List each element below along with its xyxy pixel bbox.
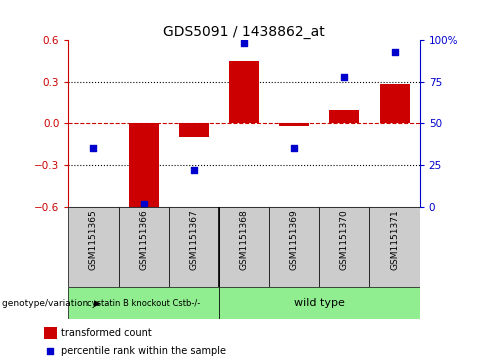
Bar xyxy=(128,123,159,207)
Bar xyxy=(179,123,209,137)
Text: GSM1151369: GSM1151369 xyxy=(290,209,299,270)
Bar xyxy=(68,287,219,319)
Bar xyxy=(119,207,169,287)
Bar xyxy=(169,207,219,287)
Point xyxy=(290,146,298,151)
Point xyxy=(341,74,348,79)
Bar xyxy=(329,110,360,123)
Title: GDS5091 / 1438862_at: GDS5091 / 1438862_at xyxy=(163,25,325,39)
Bar xyxy=(229,61,259,123)
Bar xyxy=(44,327,57,339)
Text: GSM1151365: GSM1151365 xyxy=(89,209,98,270)
Point xyxy=(140,201,147,207)
Point xyxy=(240,40,248,46)
Bar xyxy=(219,287,420,319)
Point xyxy=(46,348,54,354)
Bar xyxy=(380,85,409,123)
Bar xyxy=(279,123,309,126)
Text: GSM1151371: GSM1151371 xyxy=(390,209,399,270)
Point xyxy=(391,49,399,54)
Text: GSM1151366: GSM1151366 xyxy=(139,209,148,270)
Point xyxy=(89,146,97,151)
Bar xyxy=(319,207,369,287)
Text: wild type: wild type xyxy=(294,298,345,308)
Text: percentile rank within the sample: percentile rank within the sample xyxy=(61,346,226,356)
Text: GSM1151368: GSM1151368 xyxy=(240,209,248,270)
Bar xyxy=(68,207,119,287)
Point xyxy=(190,167,198,173)
Bar xyxy=(269,207,319,287)
Bar xyxy=(219,207,269,287)
Text: GSM1151367: GSM1151367 xyxy=(189,209,198,270)
Bar xyxy=(369,207,420,287)
Text: genotype/variation  ▶: genotype/variation ▶ xyxy=(2,299,102,307)
Text: cystatin B knockout Cstb-/-: cystatin B knockout Cstb-/- xyxy=(87,299,200,307)
Text: transformed count: transformed count xyxy=(61,328,152,338)
Text: GSM1151370: GSM1151370 xyxy=(340,209,349,270)
